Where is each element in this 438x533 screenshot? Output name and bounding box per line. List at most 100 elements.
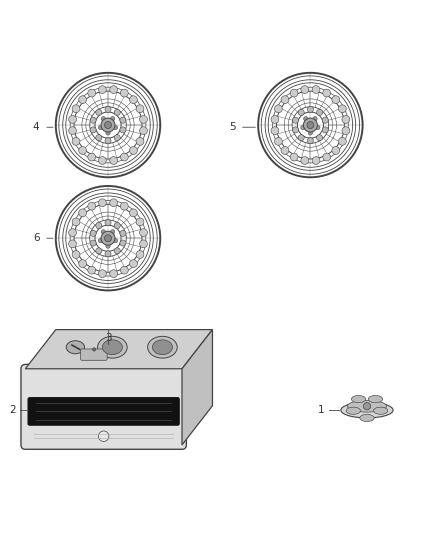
Circle shape — [96, 222, 102, 229]
Circle shape — [136, 105, 144, 112]
Circle shape — [113, 238, 118, 243]
Circle shape — [130, 147, 138, 155]
Circle shape — [275, 105, 283, 112]
Circle shape — [110, 117, 115, 121]
Circle shape — [322, 117, 328, 123]
Text: 4: 4 — [33, 122, 39, 132]
Circle shape — [92, 348, 96, 351]
Circle shape — [317, 135, 323, 141]
Ellipse shape — [66, 341, 85, 354]
Circle shape — [323, 153, 331, 161]
Circle shape — [105, 235, 112, 241]
Circle shape — [114, 248, 120, 254]
Circle shape — [114, 135, 120, 141]
Circle shape — [79, 147, 87, 155]
Ellipse shape — [374, 407, 388, 414]
Text: 3: 3 — [105, 333, 111, 343]
Circle shape — [136, 251, 144, 259]
Ellipse shape — [368, 395, 383, 402]
Circle shape — [275, 138, 283, 146]
Circle shape — [79, 96, 87, 103]
Circle shape — [105, 107, 111, 112]
Circle shape — [90, 240, 96, 246]
Circle shape — [304, 117, 308, 121]
Circle shape — [106, 131, 110, 135]
Circle shape — [88, 153, 95, 161]
Ellipse shape — [148, 336, 177, 358]
Circle shape — [317, 109, 323, 116]
Circle shape — [136, 138, 144, 146]
Circle shape — [298, 135, 304, 141]
Polygon shape — [182, 329, 212, 445]
FancyBboxPatch shape — [81, 349, 107, 360]
Ellipse shape — [98, 336, 127, 358]
Circle shape — [106, 244, 110, 248]
Circle shape — [140, 229, 148, 237]
Polygon shape — [25, 329, 212, 369]
Circle shape — [88, 89, 95, 97]
Circle shape — [69, 240, 77, 248]
Circle shape — [113, 125, 118, 130]
Circle shape — [271, 127, 279, 135]
Circle shape — [90, 127, 96, 133]
Circle shape — [307, 107, 314, 112]
Ellipse shape — [152, 340, 173, 354]
Text: 2: 2 — [9, 405, 16, 415]
Circle shape — [72, 251, 80, 259]
Circle shape — [105, 251, 111, 257]
Circle shape — [110, 199, 117, 207]
Ellipse shape — [341, 402, 393, 418]
Circle shape — [140, 240, 148, 248]
Circle shape — [110, 157, 117, 165]
Circle shape — [332, 96, 340, 103]
Circle shape — [101, 117, 106, 121]
Circle shape — [79, 209, 87, 217]
Circle shape — [96, 109, 102, 116]
Circle shape — [281, 96, 289, 103]
Circle shape — [301, 157, 309, 165]
Circle shape — [120, 266, 128, 274]
Circle shape — [342, 127, 350, 135]
Circle shape — [316, 125, 320, 130]
Circle shape — [99, 431, 109, 441]
Circle shape — [312, 86, 320, 93]
Circle shape — [90, 230, 96, 237]
Circle shape — [322, 127, 328, 133]
Circle shape — [304, 118, 318, 132]
Circle shape — [120, 117, 126, 123]
Circle shape — [88, 203, 95, 210]
Circle shape — [308, 131, 313, 135]
Circle shape — [101, 230, 106, 234]
Circle shape — [105, 220, 111, 225]
Circle shape — [72, 138, 80, 146]
Circle shape — [90, 117, 96, 123]
Circle shape — [101, 231, 115, 245]
Circle shape — [69, 127, 77, 135]
Circle shape — [96, 135, 102, 141]
Circle shape — [271, 116, 279, 123]
Circle shape — [99, 86, 106, 93]
Circle shape — [130, 260, 138, 268]
Circle shape — [96, 248, 102, 254]
Circle shape — [120, 203, 128, 210]
Circle shape — [313, 117, 317, 121]
Ellipse shape — [346, 407, 360, 414]
Circle shape — [281, 147, 289, 155]
Circle shape — [72, 105, 80, 112]
Circle shape — [79, 260, 87, 268]
Circle shape — [130, 209, 138, 217]
Circle shape — [110, 230, 115, 234]
FancyBboxPatch shape — [28, 397, 180, 426]
Circle shape — [290, 89, 298, 97]
Circle shape — [120, 127, 126, 133]
Circle shape — [69, 116, 77, 123]
Circle shape — [307, 138, 314, 144]
Circle shape — [120, 230, 126, 237]
Circle shape — [72, 218, 80, 226]
Text: 1: 1 — [318, 405, 325, 415]
Text: 6: 6 — [33, 233, 39, 243]
Circle shape — [339, 138, 346, 146]
Circle shape — [342, 116, 350, 123]
Circle shape — [88, 266, 95, 274]
Circle shape — [293, 117, 299, 123]
